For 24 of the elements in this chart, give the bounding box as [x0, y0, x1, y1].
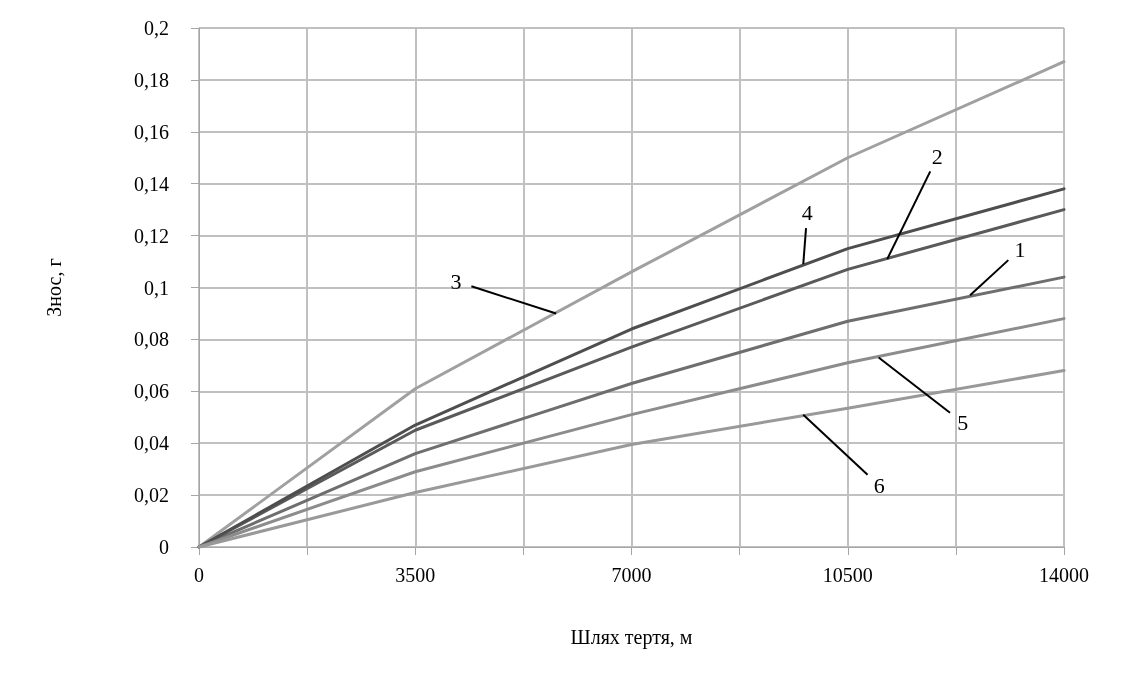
- y-tick-label: 0,16: [134, 120, 169, 143]
- y-tick-label: 0: [159, 536, 169, 558]
- y-tick-label: 0,1: [144, 276, 169, 299]
- y-tick-label: 0,06: [134, 380, 169, 403]
- y-tick-label: 0,08: [134, 328, 169, 351]
- annotation: 6: [873, 473, 885, 499]
- y-tick-label: 0,04: [134, 432, 169, 455]
- y-tick-label: 0,02: [134, 484, 169, 507]
- x-axis-title: Шлях тертя, м: [570, 626, 693, 649]
- x-tick-label: 14000: [1039, 564, 1089, 586]
- x-tick-label: 7000: [611, 564, 652, 586]
- annotation: 4: [801, 199, 813, 225]
- x-tick-label: 3500: [395, 564, 436, 586]
- y-axis-title: Знос, г: [43, 258, 65, 317]
- y-tick-label: 0,18: [134, 68, 169, 91]
- y-tick-label: 0,14: [134, 172, 169, 195]
- y-tick-label: 0,2: [144, 17, 169, 39]
- x-tick-label: 10500: [822, 564, 873, 586]
- annotation: 3: [450, 268, 462, 294]
- y-tick-label: 0,12: [134, 224, 169, 247]
- annotation: 1: [1014, 236, 1026, 262]
- x-tick-label: 0: [194, 564, 204, 586]
- annotation: 5: [957, 410, 969, 436]
- annotation: 2: [931, 144, 943, 170]
